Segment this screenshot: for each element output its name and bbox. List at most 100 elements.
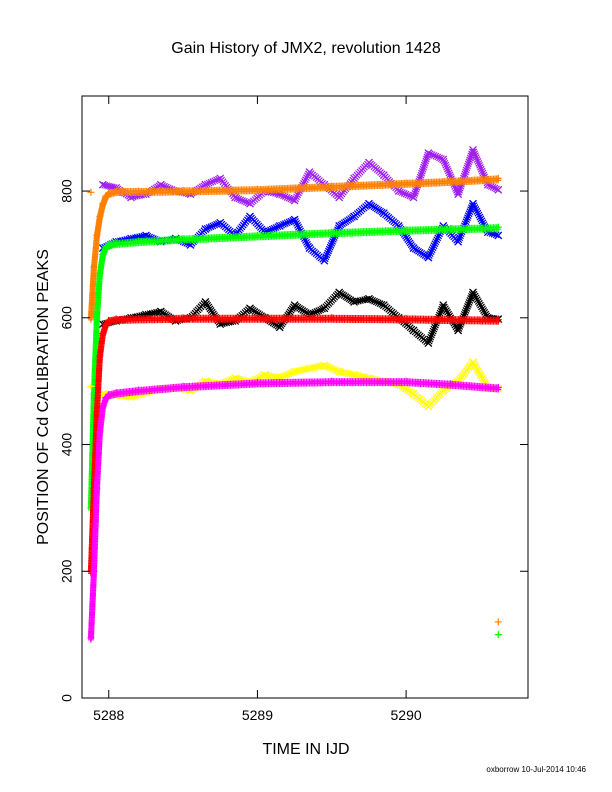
- series-2-value-15: [320, 304, 329, 313]
- series-1-point-103: [281, 220, 289, 227]
- series-1-point-255: [471, 204, 479, 211]
- series-7-value-3: [96, 428, 104, 436]
- series-7-value-7: [112, 389, 120, 397]
- series-0-point-117: [301, 178, 308, 185]
- series-0-point-103: [283, 193, 291, 201]
- series-2-point-164: [378, 300, 386, 308]
- series-1-point-261: [477, 215, 485, 223]
- series-5-value-4: [99, 250, 107, 258]
- y-tick-label-4: 800: [59, 179, 75, 203]
- series-2-value-22: [424, 339, 433, 348]
- series-3-value-16: [335, 367, 344, 376]
- series-1-value-16: [335, 221, 344, 230]
- series-0-point-281: [493, 185, 500, 193]
- series-0-point-60: [209, 178, 217, 185]
- x-axis-ticks: 5288 5289 5290: [93, 96, 422, 723]
- series-0-point-252: [465, 158, 473, 166]
- series-0-value-22: [424, 149, 433, 157]
- series-0-point-280: [491, 184, 499, 192]
- series-2-value-25: [469, 288, 477, 297]
- footer-credit: oxborrow 10-Jul-2014 10:46: [486, 765, 586, 774]
- series-4-value-5: [102, 192, 110, 200]
- series-6-value-13: [447, 315, 455, 323]
- series-1-value-25: [469, 199, 477, 208]
- series-5-fit: [87, 223, 502, 513]
- series-1-point-256: [472, 206, 480, 213]
- series-0-point-247: [462, 168, 469, 176]
- series-1-point-214: [430, 242, 438, 250]
- series-0-point-225: [445, 169, 453, 177]
- series-2-value-4: [156, 307, 165, 316]
- series-3-value-2: [127, 393, 135, 401]
- series-0-point-260: [471, 150, 479, 158]
- series-0-point-109: [293, 193, 301, 201]
- series-1-point-236: [456, 234, 464, 242]
- series-0-point-219: [440, 157, 448, 165]
- series-3-value-22: [424, 402, 433, 411]
- series-0-point-250: [464, 162, 472, 170]
- series-0-point-189: [410, 191, 418, 199]
- series-5-value-6: [105, 240, 113, 248]
- series-2-point-195: [427, 333, 435, 341]
- series-2-value-10: [246, 304, 254, 313]
- series-1-point-215: [431, 240, 439, 248]
- series-1-value-10: [246, 212, 254, 221]
- series-2-point-128: [315, 307, 323, 315]
- outlier-point-3: [87, 382, 95, 390]
- plot-frame: [81, 95, 529, 699]
- series-7-value-0: [87, 634, 95, 642]
- y-axis-label: POSITION OF Cd CALIBRATION PEAKS: [35, 249, 52, 545]
- series-0-point-76: [233, 194, 241, 202]
- series-2-point-163: [376, 300, 384, 307]
- series-1-point-97: [270, 224, 278, 232]
- series-3-point-115: [326, 364, 334, 372]
- series-1-point-96: [268, 225, 276, 233]
- series-5-value-9: [179, 235, 187, 243]
- series-0-value-20: [394, 187, 403, 195]
- series-3-value-25: [469, 358, 477, 367]
- series-1-value-7: [201, 225, 210, 233]
- x-tick-label-2: 5290: [391, 707, 422, 723]
- series-0-value-18: [365, 158, 373, 167]
- series-4-value-12: [402, 179, 410, 187]
- series-2-point-198: [429, 327, 437, 335]
- series-2-point-236: [463, 305, 471, 312]
- outlier-point-2: [87, 188, 95, 196]
- outlier-point-1: [494, 631, 502, 639]
- series-3-point-93: [281, 372, 289, 380]
- series-0-point-268: [477, 165, 485, 173]
- series-3-point-119: [333, 367, 341, 375]
- series-4-value-11: [328, 182, 336, 190]
- x-axis-label: TIME IN IJD: [262, 741, 349, 758]
- series-1-point-248: [465, 210, 473, 218]
- series-3-value-15: [320, 361, 329, 370]
- series-1-point-57: [207, 223, 215, 231]
- series-1-point-216: [432, 238, 440, 246]
- series-7-value-6: [105, 390, 113, 398]
- series-2-point-162: [374, 299, 382, 307]
- series-1-point-120: [303, 238, 310, 246]
- series-1-value-15: [320, 256, 329, 265]
- series-1-value-22: [424, 253, 433, 262]
- series-1-point-142: [329, 237, 337, 245]
- series-1-value-13: [290, 215, 299, 224]
- series-7-value-12: [402, 377, 410, 385]
- series-1-point-101: [278, 221, 286, 229]
- series-1-point-254: [470, 202, 478, 210]
- series-3-point-95: [285, 370, 293, 378]
- series-1-point-237: [457, 232, 464, 240]
- series-4-value-9: [179, 186, 187, 194]
- series-2-point-207: [436, 309, 444, 317]
- series-2-point-193: [425, 337, 433, 345]
- series-0-point-239: [456, 184, 464, 192]
- series-6-fit: [87, 314, 502, 577]
- series-0-point-101: [280, 192, 287, 200]
- series-2-value-12: [275, 323, 284, 332]
- series-0-point-203: [420, 163, 428, 171]
- series-0-point-181: [397, 188, 404, 196]
- series-0-point-221: [442, 161, 450, 169]
- series-5-value-7: [112, 239, 120, 247]
- series-0-point-270: [479, 169, 487, 177]
- series-0-point-261: [472, 152, 479, 160]
